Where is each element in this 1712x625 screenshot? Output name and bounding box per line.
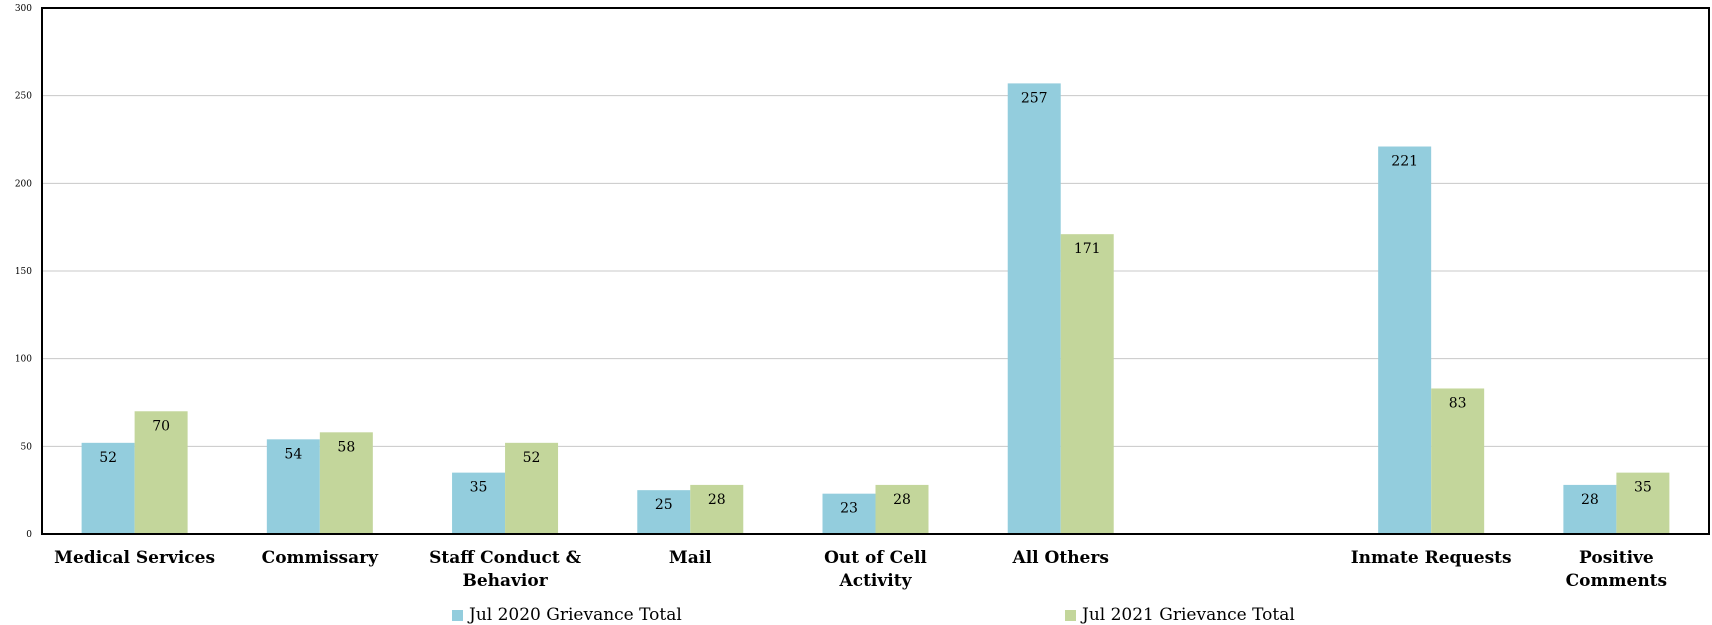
bar xyxy=(319,432,373,534)
bar xyxy=(1431,388,1485,534)
data-label: 70 xyxy=(152,418,170,434)
bar xyxy=(452,472,506,534)
bar xyxy=(1616,472,1670,534)
plot-frame xyxy=(41,7,1710,535)
legend-swatch xyxy=(1065,610,1076,621)
category-label: Positive xyxy=(1579,548,1654,568)
data-label: 35 xyxy=(1634,480,1652,496)
data-labels: 52 70 54 58 35 52 25 28 23 28 257 171 221 83 28 35 xyxy=(99,90,1652,516)
x-axis-categories: Medical Services Commissary Staff Conduct … xyxy=(54,548,1667,591)
category-label: Behavior xyxy=(462,571,548,591)
category-label: Activity xyxy=(839,571,913,591)
bar xyxy=(822,493,876,534)
data-label: 171 xyxy=(1074,241,1101,257)
data-label: 52 xyxy=(523,450,541,466)
bars xyxy=(81,83,1670,534)
y-tick-label: 250 xyxy=(15,92,32,102)
category-label: Inmate Requests xyxy=(1351,548,1512,568)
data-label: 25 xyxy=(655,497,673,513)
data-label: 52 xyxy=(99,450,117,466)
bar xyxy=(81,442,135,534)
y-axis-ticks: 0 50 100 150 200 250 300 xyxy=(15,4,32,540)
bar xyxy=(134,411,188,534)
data-label: 58 xyxy=(337,439,355,455)
data-label: 35 xyxy=(470,480,488,496)
y-tick-label: 150 xyxy=(15,267,32,277)
legend-label: Jul 2020 Grievance Total xyxy=(467,605,682,625)
y-tick-label: 100 xyxy=(15,355,32,365)
bar xyxy=(505,442,559,534)
category-label: Medical Services xyxy=(54,548,215,568)
bar xyxy=(1060,234,1114,534)
bar xyxy=(1007,83,1061,534)
category-label: Commissary xyxy=(262,548,379,568)
category-label: Mail xyxy=(669,548,712,568)
y-tick-label: 200 xyxy=(15,179,32,189)
data-label: 23 xyxy=(840,501,858,517)
legend-label: Jul 2021 Grievance Total xyxy=(1080,605,1295,625)
bar xyxy=(266,439,320,534)
bar xyxy=(875,484,929,534)
data-label: 221 xyxy=(1391,154,1418,170)
data-label: 257 xyxy=(1021,90,1048,106)
data-label: 28 xyxy=(708,492,726,508)
bar xyxy=(1563,484,1617,534)
y-tick-label: 50 xyxy=(21,442,33,452)
data-label: 54 xyxy=(284,446,302,462)
bar xyxy=(1378,146,1432,534)
category-label: Out of Cell xyxy=(824,548,927,568)
bar xyxy=(637,490,691,534)
y-tick-label: 300 xyxy=(15,4,32,14)
category-label: Comments xyxy=(1566,571,1667,591)
legend: Jul 2020 Grievance Total Jul 2021 Grievan… xyxy=(452,605,1295,625)
bar xyxy=(690,484,744,534)
data-label: 28 xyxy=(1581,492,1599,508)
data-label: 83 xyxy=(1449,395,1467,411)
legend-swatch xyxy=(452,610,463,621)
y-tick-label: 0 xyxy=(26,530,32,540)
data-label: 28 xyxy=(893,492,911,508)
category-label: Staff Conduct & xyxy=(429,548,582,568)
category-label: All Others xyxy=(1012,548,1109,568)
